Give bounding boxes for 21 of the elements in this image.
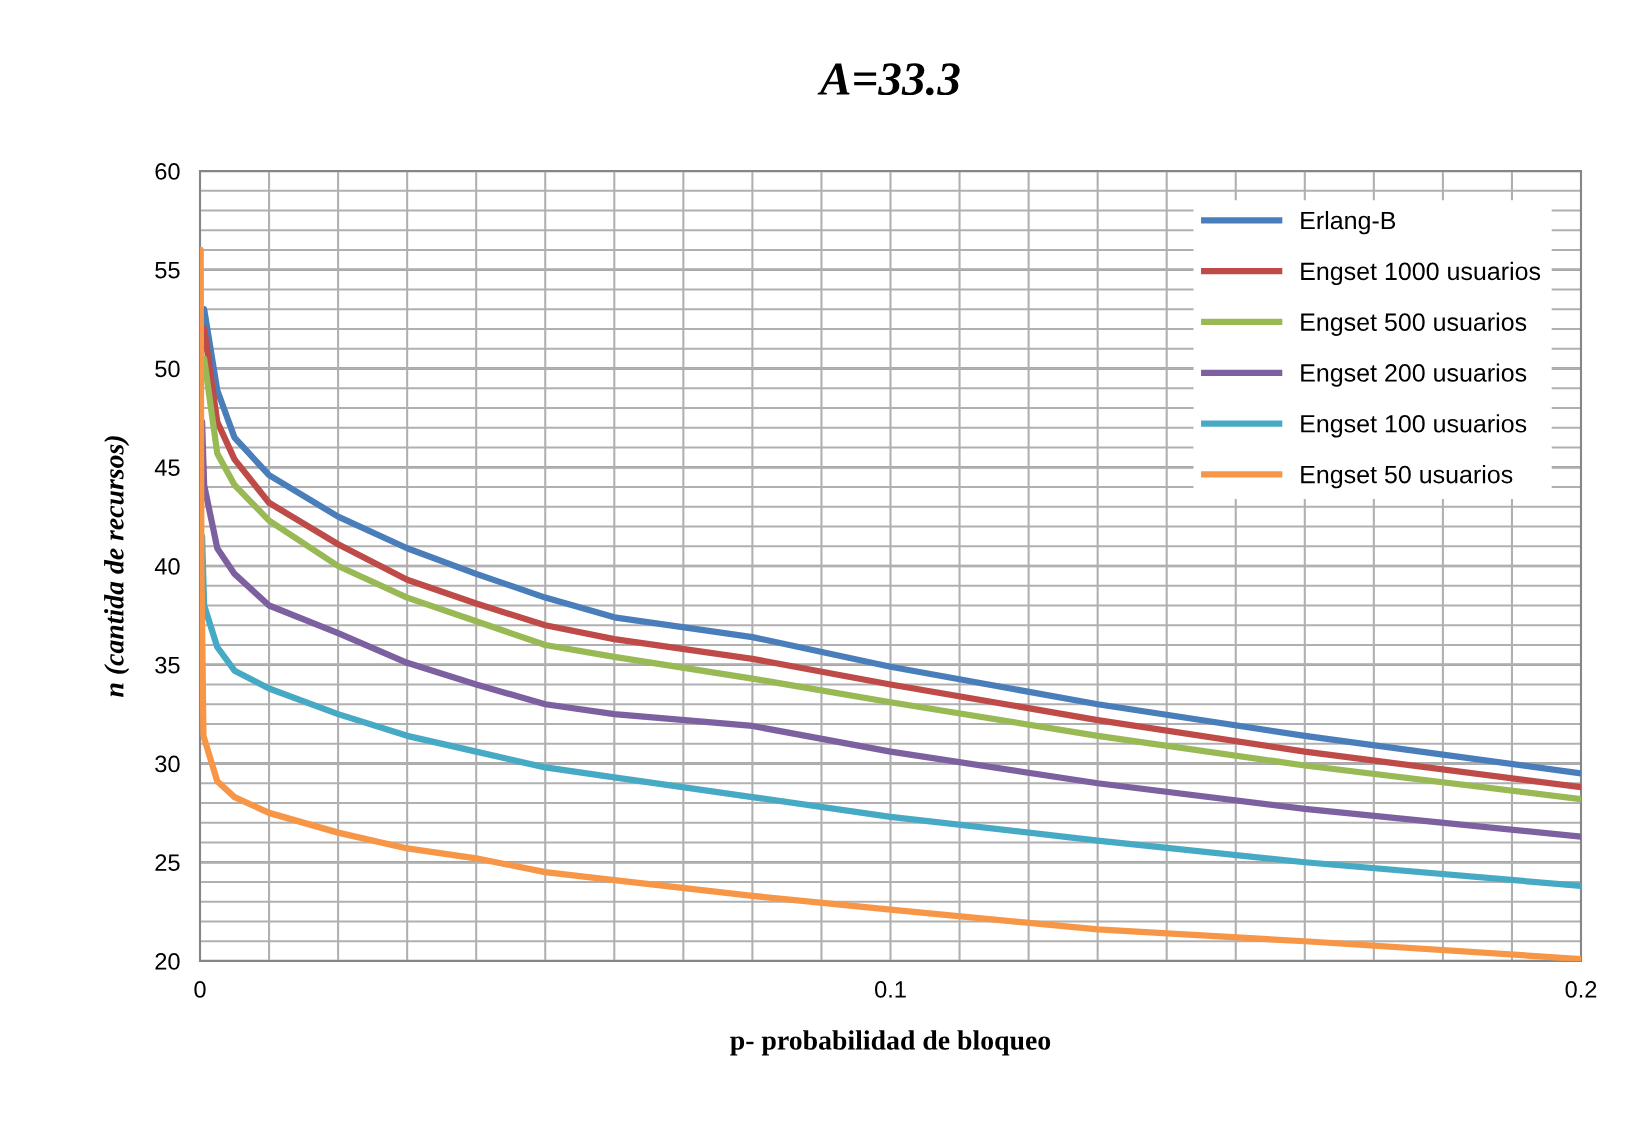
x-tick-label: 0 (194, 981, 206, 998)
x-axis-title: p- probabilidad de bloqueo (730, 1030, 1051, 1056)
y-tick-label: 25 (155, 854, 180, 872)
y-tick-label: 20 (155, 953, 180, 970)
legend-label: Erlang-B (1301, 211, 1396, 235)
y-axis-title: n (cantida de recursos) (104, 436, 130, 697)
y-tick-label: 35 (155, 656, 180, 674)
y-tick-label: 45 (154, 459, 180, 477)
legend-label: Engset 500 usuarios (1301, 312, 1527, 336)
y-tick-label: 40 (154, 558, 180, 575)
chart-title: A=33.3 (817, 63, 960, 96)
legend-label: Engset 50 usuarios (1301, 465, 1513, 489)
legend-label: Engset 200 usuarios (1301, 363, 1527, 387)
x-tick-label: 0.1 (875, 981, 906, 998)
y-tick-label: 30 (155, 755, 180, 773)
legend-label: Engset 100 usuarios (1301, 414, 1527, 438)
y-tick-label: 50 (155, 360, 180, 378)
legend-label: Engset 1000 usuarios (1301, 261, 1541, 286)
y-tick-label: 55 (155, 262, 180, 279)
x-tick-label: 0.2 (1565, 981, 1597, 998)
y-tick-label: 60 (155, 163, 180, 180)
